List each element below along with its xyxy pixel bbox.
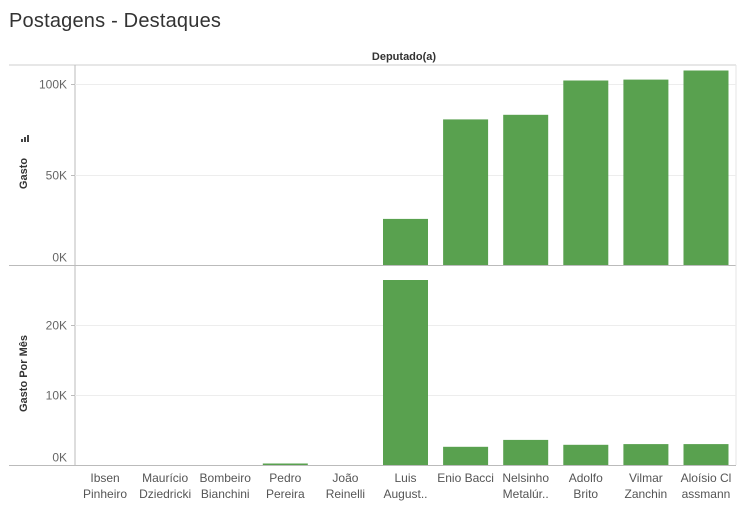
x-tick-label: Vilmar Zanchin	[625, 471, 668, 501]
y-tick-label: 0K	[52, 451, 67, 465]
x-tick-label: João Reinelli	[326, 471, 365, 501]
x-tick-label: Nelsinho Metalúr..	[502, 471, 549, 501]
bar[interactable]	[383, 280, 428, 465]
bar[interactable]	[623, 444, 669, 465]
bar[interactable]	[443, 119, 489, 266]
y-tick-label: 10K	[46, 389, 67, 403]
bar[interactable]	[262, 463, 308, 466]
chart-title: Postagens - Destaques	[9, 10, 222, 32]
x-tick-label: Ibsen Pinheiro	[83, 471, 127, 501]
y-tick-label: 0K	[52, 251, 67, 265]
x-tick-label: Pedro Pereira	[266, 471, 305, 501]
x-tick-label: Maurício Dziedricki	[139, 471, 191, 501]
bar[interactable]	[383, 218, 428, 265]
y-tick-label: 100K	[39, 78, 67, 92]
y-axis-title: Gasto Por Mês	[18, 335, 30, 412]
bar[interactable]	[503, 439, 549, 465]
bar[interactable]	[563, 444, 609, 465]
column-header: Deputado(a)	[372, 51, 437, 63]
pane-1: 0K 50K 100K Gasto	[18, 70, 736, 266]
bar[interactable]	[503, 114, 549, 265]
x-tick-label: Luis August..	[383, 471, 427, 501]
bar[interactable]	[563, 80, 609, 266]
bar[interactable]	[443, 446, 489, 465]
bar[interactable]	[683, 70, 729, 266]
pane-2: 0K 10K 20K Gasto Por Mês	[18, 280, 736, 466]
x-tick-label: Aloísio Cl assmann	[681, 471, 732, 501]
bar[interactable]	[623, 79, 669, 265]
y-axis-title: Gasto	[18, 158, 30, 189]
sort-indicator-icon[interactable]	[21, 135, 29, 142]
x-tick-label: Enio Bacci	[437, 471, 494, 485]
x-tick-label: Adolfo Brito	[569, 471, 603, 501]
y-tick-label: 20K	[46, 319, 67, 333]
y-tick-label: 50K	[46, 169, 67, 183]
bar[interactable]	[683, 444, 729, 465]
x-tick-label: Bombeiro Bianchini	[200, 471, 252, 501]
